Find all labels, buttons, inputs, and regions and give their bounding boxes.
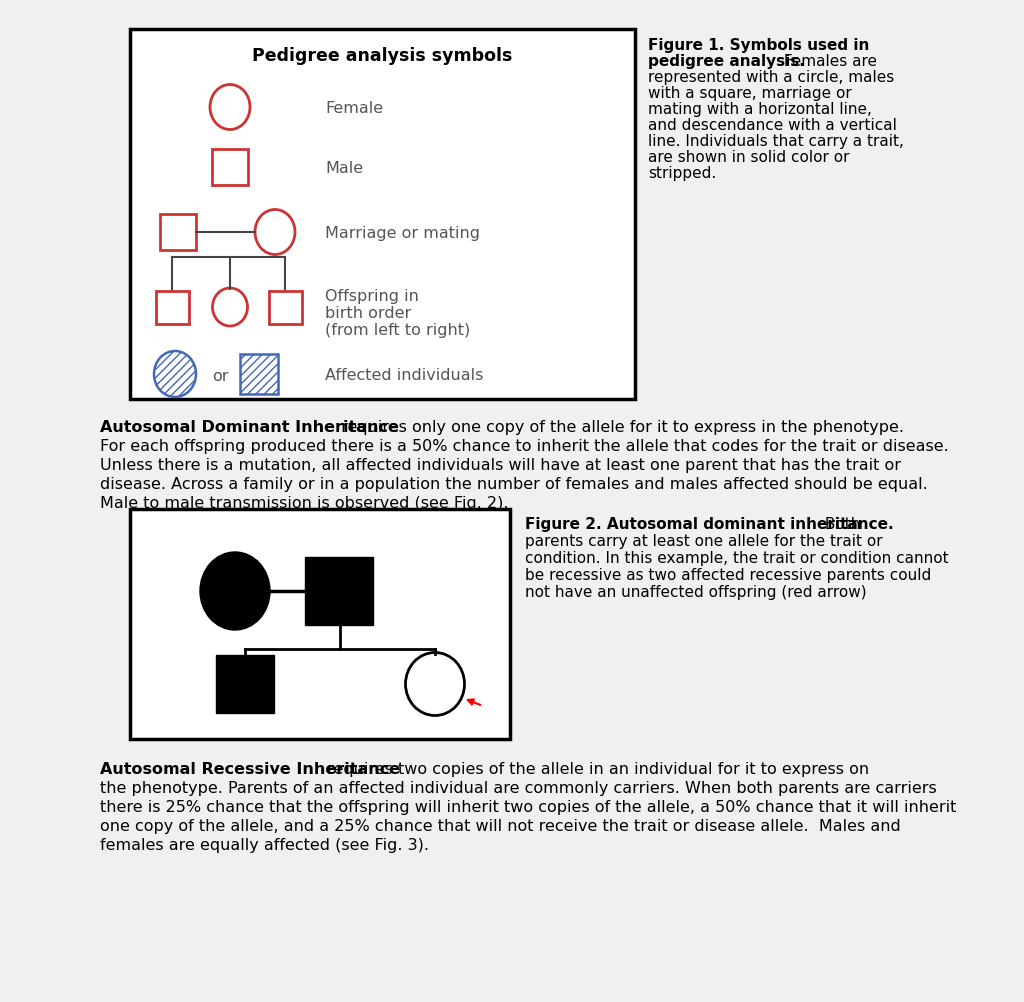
Text: condition. In this example, the trait or condition cannot: condition. In this example, the trait or…: [525, 550, 948, 565]
Text: and descendance with a vertical: and descendance with a vertical: [648, 118, 897, 133]
Ellipse shape: [406, 653, 465, 715]
Text: or: or: [212, 368, 228, 383]
Text: Figure 1. Symbols used in: Figure 1. Symbols used in: [648, 38, 869, 53]
Text: For each offspring produced there is a 50% chance to inherit the allele that cod: For each offspring produced there is a 5…: [100, 439, 949, 454]
Bar: [212, 150, 248, 185]
Text: pedigree analysis.: pedigree analysis.: [648, 54, 805, 69]
Text: are shown in solid color or: are shown in solid color or: [648, 150, 850, 165]
Text: Unless there is a mutation, all affected individuals will have at least one pare: Unless there is a mutation, all affected…: [100, 458, 901, 473]
Text: Autosomal Recessive Inheritance: Autosomal Recessive Inheritance: [100, 762, 400, 777]
Text: Females are: Females are: [779, 54, 877, 69]
Ellipse shape: [200, 552, 270, 630]
Text: there is 25% chance that the offspring will inherit two copies of the allele, a : there is 25% chance that the offspring w…: [100, 800, 956, 815]
Text: represented with a circle, males: represented with a circle, males: [648, 70, 894, 85]
Text: stripped.: stripped.: [648, 166, 716, 180]
Text: Male to male transmission is observed (see Fig. 2).: Male to male transmission is observed (s…: [100, 496, 509, 510]
Text: the phenotype. Parents of an affected individual are commonly carriers. When bot: the phenotype. Parents of an affected in…: [100, 781, 937, 796]
Text: not have an unaffected offspring (red arrow): not have an unaffected offspring (red ar…: [525, 584, 866, 599]
Text: Both: Both: [820, 516, 860, 531]
Text: birth order: birth order: [325, 306, 412, 321]
Bar: [130, 509, 510, 739]
Text: females are equally affected (see Fig. 3).: females are equally affected (see Fig. 3…: [100, 837, 429, 852]
Ellipse shape: [154, 352, 196, 398]
Ellipse shape: [210, 85, 250, 130]
Ellipse shape: [213, 289, 248, 327]
Text: Pedigree analysis symbols: Pedigree analysis symbols: [252, 47, 513, 65]
Text: with a square, marriage or: with a square, marriage or: [648, 86, 852, 101]
Bar: [156, 292, 188, 325]
Text: (from left to right): (from left to right): [325, 323, 470, 337]
Text: be recessive as two affected recessive parents could: be recessive as two affected recessive p…: [525, 567, 931, 582]
Text: parents carry at least one allele for the trait or: parents carry at least one allele for th…: [525, 533, 883, 548]
Text: requires only one copy of the allele for it to express in the phenotype.: requires only one copy of the allele for…: [336, 420, 904, 435]
Text: disease. Across a family or in a population the number of females and males affe: disease. Across a family or in a populat…: [100, 477, 928, 492]
Bar: [305, 557, 373, 625]
Text: Marriage or mating: Marriage or mating: [325, 225, 480, 240]
Text: one copy of the allele, and a 25% chance that will not receive the trait or dise: one copy of the allele, and a 25% chance…: [100, 819, 901, 834]
Bar: [268, 292, 301, 325]
Text: line. Individuals that carry a trait,: line. Individuals that carry a trait,: [648, 134, 904, 149]
Text: Offspring in: Offspring in: [325, 289, 419, 304]
Text: Autosomal Dominant Inheritance: Autosomal Dominant Inheritance: [100, 420, 399, 435]
Bar: [240, 355, 278, 395]
Text: Affected individuals: Affected individuals: [325, 367, 483, 382]
Bar: [216, 655, 274, 713]
Text: mating with a horizontal line,: mating with a horizontal line,: [648, 102, 871, 117]
Text: Female: Female: [325, 100, 383, 115]
Text: requires two copies of the allele in an individual for it to express on: requires two copies of the allele in an …: [322, 762, 869, 777]
Bar: [160, 214, 196, 250]
Text: Male: Male: [325, 160, 364, 175]
Text: Figure 2. Autosomal dominant inheritance.: Figure 2. Autosomal dominant inheritance…: [525, 516, 894, 531]
Bar: [130, 30, 635, 400]
Ellipse shape: [255, 210, 295, 256]
